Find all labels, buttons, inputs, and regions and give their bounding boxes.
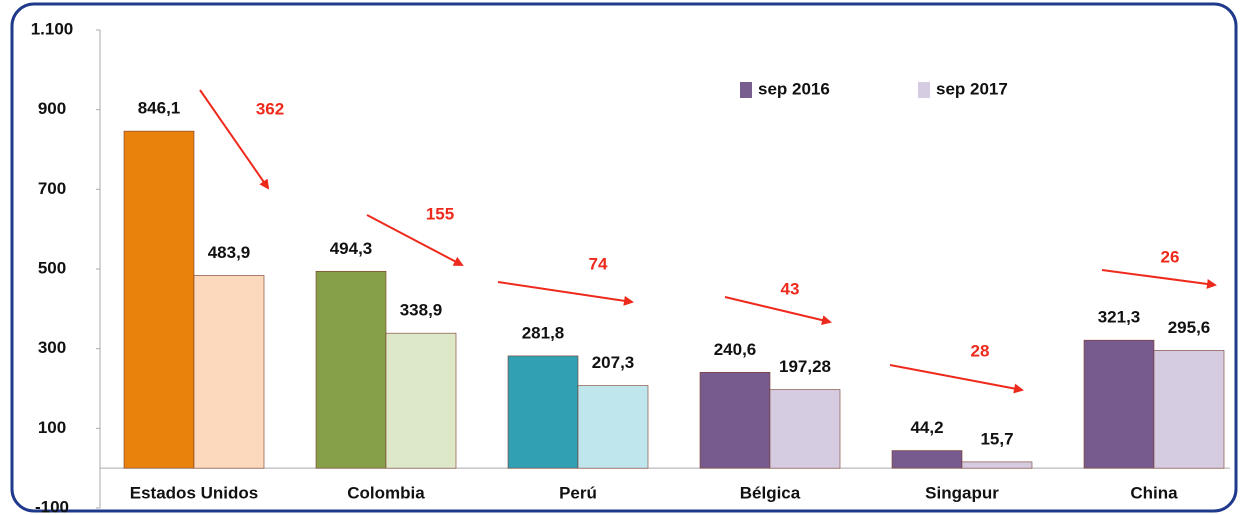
bar — [1083, 339, 1155, 469]
annotation: 43 — [781, 279, 800, 298]
x-tick-label: Singapur — [925, 483, 999, 502]
y-tick-label: 300 — [38, 338, 66, 357]
bar — [769, 389, 841, 469]
data-label: 295,6 — [1168, 318, 1211, 337]
arrow — [199, 89, 270, 190]
y-tick-label: 700 — [38, 179, 66, 198]
bar — [699, 372, 771, 469]
annotation: 74 — [589, 254, 608, 273]
data-label: 846,1 — [138, 99, 181, 118]
annotation: 362 — [256, 99, 284, 118]
y-tick-label: -100 — [35, 497, 69, 515]
bar — [507, 355, 579, 469]
legend-swatch — [740, 82, 752, 98]
data-label: 15,7 — [980, 429, 1013, 448]
data-label: 197,28 — [779, 357, 831, 376]
x-tick-label: Colombia — [347, 483, 425, 502]
y-tick-label: 1.100 — [31, 19, 74, 38]
x-tick-label: Estados Unidos — [130, 483, 258, 502]
annotation: 155 — [426, 204, 454, 223]
y-tick-label: 500 — [38, 258, 66, 277]
bar — [577, 385, 649, 469]
y-tick-label: 900 — [38, 99, 66, 118]
x-tick-label: China — [1130, 483, 1178, 502]
data-label: 44,2 — [910, 418, 943, 437]
data-label: 281,8 — [522, 323, 565, 342]
data-label: 338,9 — [400, 301, 443, 320]
data-label: 240,6 — [714, 340, 757, 359]
x-tick-label: Perú — [559, 483, 597, 502]
bar — [961, 461, 1033, 469]
arrow — [497, 281, 634, 306]
data-label: 494,3 — [330, 239, 373, 258]
chart-border — [10, 2, 1238, 513]
data-label: 321,3 — [1098, 308, 1141, 327]
arrow — [889, 364, 1024, 394]
bar — [1153, 350, 1225, 469]
data-label: 207,3 — [592, 353, 635, 372]
annotation: 28 — [971, 341, 990, 360]
bar — [315, 270, 387, 469]
bar — [123, 130, 195, 469]
bar — [193, 275, 265, 469]
legend-label: sep 2016 — [758, 79, 830, 98]
x-tick-label: Bélgica — [740, 483, 801, 502]
arrow — [366, 214, 464, 266]
arrow — [724, 296, 832, 326]
y-tick-label: 100 — [38, 418, 66, 437]
arrow — [1101, 269, 1217, 289]
legend-swatch — [918, 82, 930, 98]
legend-label: sep 2017 — [936, 79, 1008, 98]
data-label: 483,9 — [208, 243, 251, 262]
bar — [385, 332, 457, 469]
bar — [891, 450, 963, 469]
annotation: 26 — [1161, 247, 1180, 266]
